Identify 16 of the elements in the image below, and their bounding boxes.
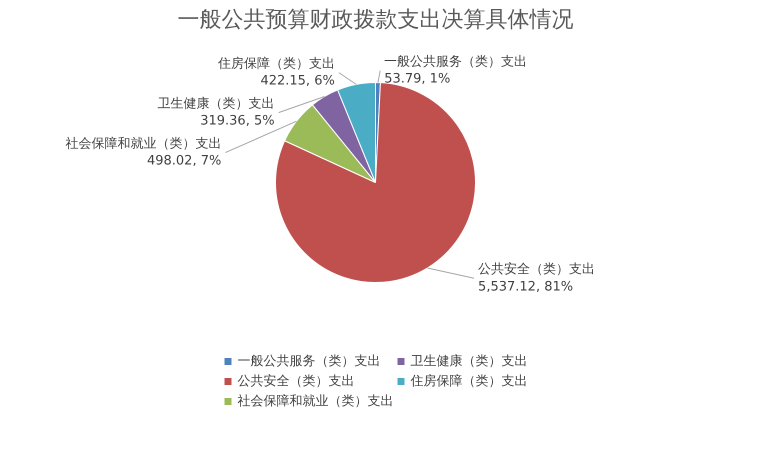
data-label: 319.36, 5% bbox=[200, 114, 275, 129]
chart-title: 一般公共预算财政拨款支出决算具体情况 bbox=[178, 8, 574, 32]
slice-label: 卫生健康（类）支出 bbox=[158, 96, 275, 112]
slice-label: 社会保障和就业（类）支出 bbox=[65, 136, 222, 152]
data-label: 498.02, 7% bbox=[146, 154, 222, 169]
slice-label: 一般公共服务（类）支出 bbox=[384, 54, 528, 70]
legend-label: 一般公共服务（类）支出 bbox=[238, 353, 380, 370]
slice-label: 公共安全（类）支出 bbox=[478, 261, 596, 278]
data-label: 422.15, 6% bbox=[260, 74, 335, 89]
legend-label: 社会保障和就业（类）支出 bbox=[238, 393, 394, 410]
legend-label: 卫生健康（类）支出 bbox=[410, 353, 528, 370]
slice-label: 住房保障（类）支出 bbox=[216, 55, 335, 72]
data-label: 53.79, 1% bbox=[384, 72, 450, 87]
data-label: 5,537.12, 81% bbox=[478, 279, 574, 294]
legend-label: 公共安全（类）支出 bbox=[238, 373, 354, 390]
legend-label: 住房保障（类）支出 bbox=[410, 373, 528, 390]
